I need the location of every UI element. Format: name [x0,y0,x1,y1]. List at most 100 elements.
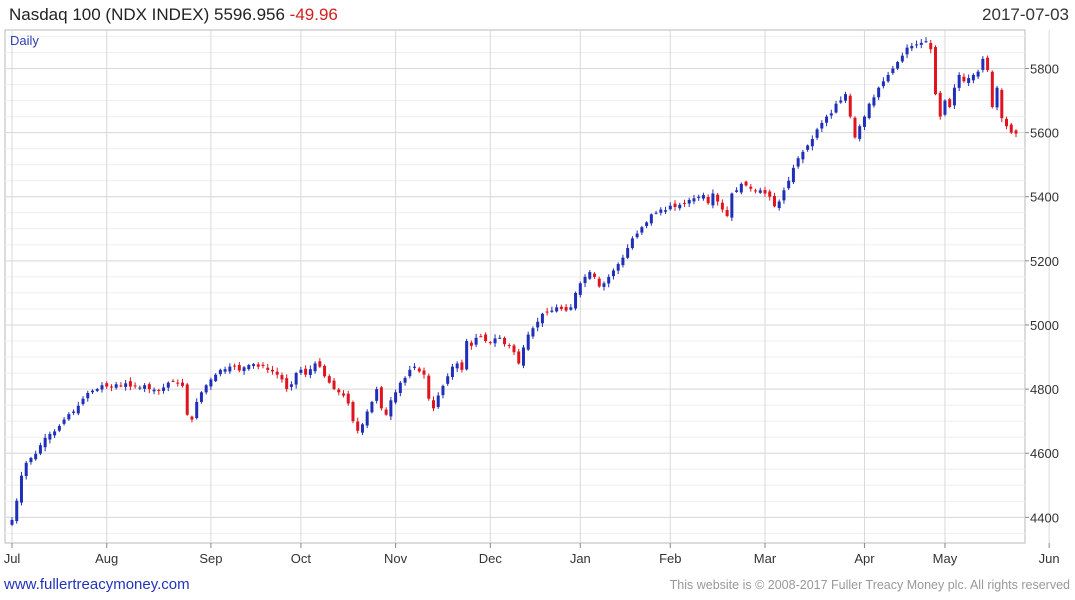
x-axis-tick-labels: JulAugSepOctNovDecJanFebMarAprMayJunJul [4,551,1060,566]
candle-body [95,389,99,391]
candle-body [62,419,66,424]
candle-body [233,365,237,367]
candle-body [15,500,19,522]
candle-body [138,387,142,389]
candle-body [630,238,634,249]
candle-body [971,74,975,81]
candle-body [678,204,682,209]
candle-body [10,519,14,525]
candle-body [801,151,805,160]
candle-body [270,369,274,372]
candle-body [848,95,852,117]
y-tick-label: 5000 [1030,318,1059,333]
candle-body [559,306,563,309]
y-tick-label: 4400 [1030,510,1059,525]
candle-body [38,445,42,454]
y-tick-label: 5600 [1030,126,1059,141]
candle-body [810,139,814,147]
candle-body [768,191,772,197]
candle-body [422,370,426,375]
x-tick-label: Feb [659,551,681,566]
candle-body [223,369,227,372]
candle-body [948,99,952,107]
candle-body [105,383,109,387]
candle-body [730,193,734,218]
candle-body [304,368,308,375]
candle-body [109,386,113,388]
candle-body [488,342,492,344]
candle-body [659,209,663,213]
candle-body [266,367,270,370]
candle-body [844,94,848,101]
candle-body [360,424,364,433]
candle-body [943,100,947,115]
candle-body [237,365,241,371]
candle-body [43,437,47,448]
candle-body [692,198,696,202]
candle-body [881,81,885,87]
candle-body [720,202,724,210]
candle-body [706,196,710,204]
candle-body [218,369,222,375]
candle-body [626,248,630,258]
candle-body [564,306,568,311]
y-tick-label: 4800 [1030,382,1059,397]
candle-body [417,368,421,372]
plot-area-frame [4,29,1026,544]
candle-body [474,337,478,345]
candle-body [431,400,435,409]
candle-body [323,365,327,377]
candle-body [176,382,180,384]
candle-body [597,278,601,287]
candle-body [763,190,767,194]
site-link[interactable]: www.fullertreacymoney.com [4,576,190,593]
candle-body [460,362,464,370]
candle-body [1009,124,1013,133]
candle-body [517,351,521,364]
candle-body [867,103,871,119]
candle-body [124,383,128,387]
candle-body [252,364,256,366]
candle-body [294,373,298,385]
candle-body [1000,89,1004,119]
candle-body [507,345,511,347]
candle-body [986,57,990,71]
candle-body [616,264,620,271]
candle-body [664,210,668,212]
candle-body [1005,118,1009,127]
candle-body [166,382,170,388]
x-tick-label: Jan [570,551,591,566]
candle-body [877,87,881,98]
candle-body [957,74,961,88]
candle-body [829,113,833,116]
candle-body [228,366,232,372]
candle-body [261,364,265,367]
candle-body [791,167,795,183]
candle-body [820,122,824,129]
x-tick-label: Nov [384,551,408,566]
candle-body [342,393,346,396]
candle-body [81,398,85,405]
x-tick-label: Mar [754,551,777,566]
candle-body [199,392,203,402]
copyright-notice: This website is © 2008-2017 Fuller Treac… [669,578,1070,592]
candle-body [872,97,876,106]
candle-body [787,180,791,189]
candle-body [701,195,705,199]
candle-body [446,376,450,384]
candle-body [76,405,80,414]
chart-title: Nasdaq 100 (NDX INDEX) 5596.956 -49.96 [9,5,338,25]
y-tick-label: 5200 [1030,254,1059,269]
candle-body [962,76,966,82]
candle-body [29,458,33,463]
chart-date: 2017-07-03 [982,5,1069,24]
candle-body [313,363,317,372]
candle-body [569,307,573,310]
candle-body [289,384,293,387]
y-tick-label: 5800 [1030,61,1059,76]
candle-body [602,283,606,287]
candle-body [413,366,417,368]
candle-body [503,337,507,345]
candle-body [976,71,980,77]
